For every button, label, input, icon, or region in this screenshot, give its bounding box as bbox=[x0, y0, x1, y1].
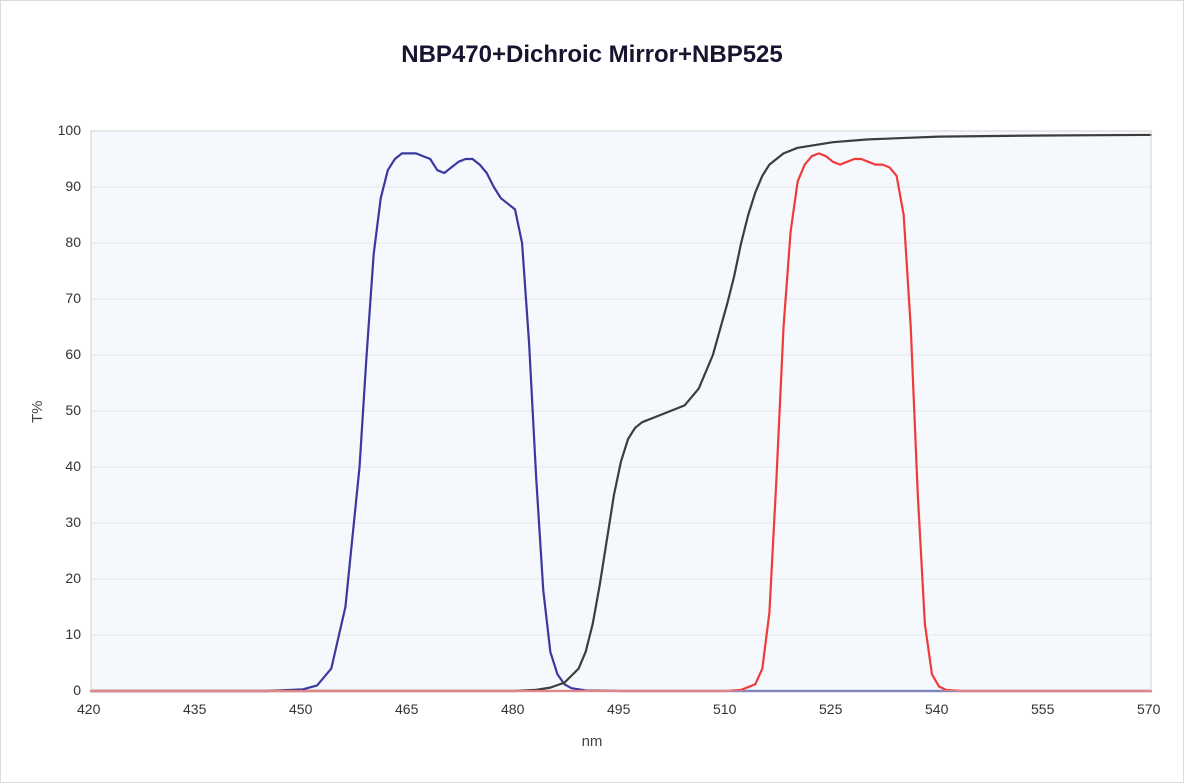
y-tick-label: 50 bbox=[65, 402, 81, 418]
chart-plot bbox=[1, 1, 1184, 784]
x-tick-label: 570 bbox=[1137, 701, 1160, 717]
x-tick-label: 555 bbox=[1031, 701, 1054, 717]
y-tick-label: 90 bbox=[65, 178, 81, 194]
y-tick-label: 30 bbox=[65, 514, 81, 530]
chart-frame: NBP470+Dichroic Mirror+NBP525 T% nm 0102… bbox=[0, 0, 1184, 783]
y-tick-label: 60 bbox=[65, 346, 81, 362]
x-tick-label: 420 bbox=[77, 701, 100, 717]
y-tick-label: 0 bbox=[73, 682, 81, 698]
y-tick-label: 20 bbox=[65, 570, 81, 586]
y-tick-label: 10 bbox=[65, 626, 81, 642]
y-tick-label: 100 bbox=[58, 122, 81, 138]
y-tick-label: 70 bbox=[65, 290, 81, 306]
x-tick-label: 435 bbox=[183, 701, 206, 717]
x-tick-label: 495 bbox=[607, 701, 630, 717]
x-tick-label: 450 bbox=[289, 701, 312, 717]
x-tick-label: 540 bbox=[925, 701, 948, 717]
x-tick-label: 480 bbox=[501, 701, 524, 717]
x-tick-label: 465 bbox=[395, 701, 418, 717]
y-tick-label: 80 bbox=[65, 234, 81, 250]
x-tick-label: 525 bbox=[819, 701, 842, 717]
y-tick-label: 40 bbox=[65, 458, 81, 474]
x-tick-label: 510 bbox=[713, 701, 736, 717]
